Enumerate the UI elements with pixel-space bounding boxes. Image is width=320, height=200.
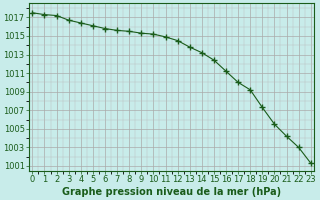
X-axis label: Graphe pression niveau de la mer (hPa): Graphe pression niveau de la mer (hPa): [62, 187, 281, 197]
